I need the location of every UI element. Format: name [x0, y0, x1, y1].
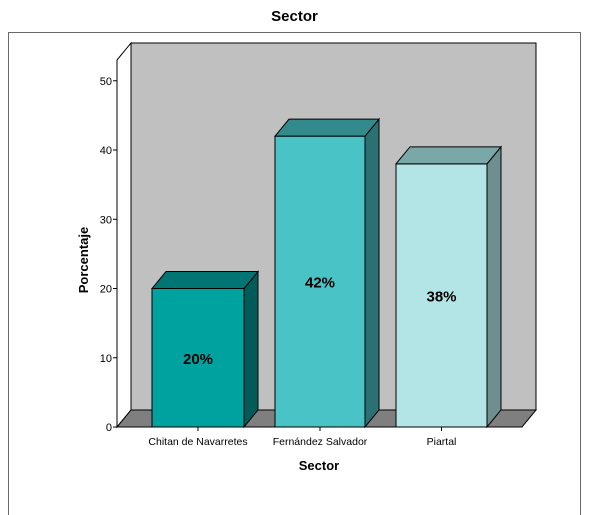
- x-axis-title: Sector: [299, 458, 339, 473]
- bars: [150, 117, 503, 429]
- bar-side: [486, 145, 502, 429]
- chart-title: Sector: [271, 8, 318, 25]
- y-tick-label: 30: [100, 214, 112, 226]
- chart-frame: [8, 32, 581, 515]
- y-tick-label: 10: [100, 353, 112, 365]
- bar-top: [150, 271, 260, 290]
- data-label: 20%: [183, 351, 213, 368]
- y-tick-label: 40: [100, 145, 112, 157]
- x-tick-label: Fernández Salvador: [273, 436, 368, 448]
- x-tick-label: Piartal: [427, 436, 457, 448]
- y-tick-label: 0: [106, 422, 112, 434]
- y-tick-label: 20: [100, 284, 112, 296]
- bar-1: [150, 270, 260, 429]
- x-tick-label: Chitan de Navarretes: [148, 436, 247, 448]
- data-label: 42%: [305, 275, 335, 292]
- plot-left-wall: [116, 41, 132, 429]
- bar-side: [364, 117, 380, 429]
- bar-top: [394, 146, 503, 165]
- data-label: 38%: [426, 288, 456, 305]
- bar-2: [273, 117, 381, 429]
- bar-side: [243, 270, 259, 429]
- bar-top: [273, 118, 381, 137]
- labels: 20% Chitan de Navarretes 42% Fernández Salv…: [76, 227, 457, 473]
- y-axis-title: Porcentaje: [76, 227, 91, 293]
- y-axis: 0 10 20 30 40 50: [100, 60, 442, 434]
- y-tick-label: 50: [100, 76, 112, 88]
- bar-3: [394, 145, 503, 429]
